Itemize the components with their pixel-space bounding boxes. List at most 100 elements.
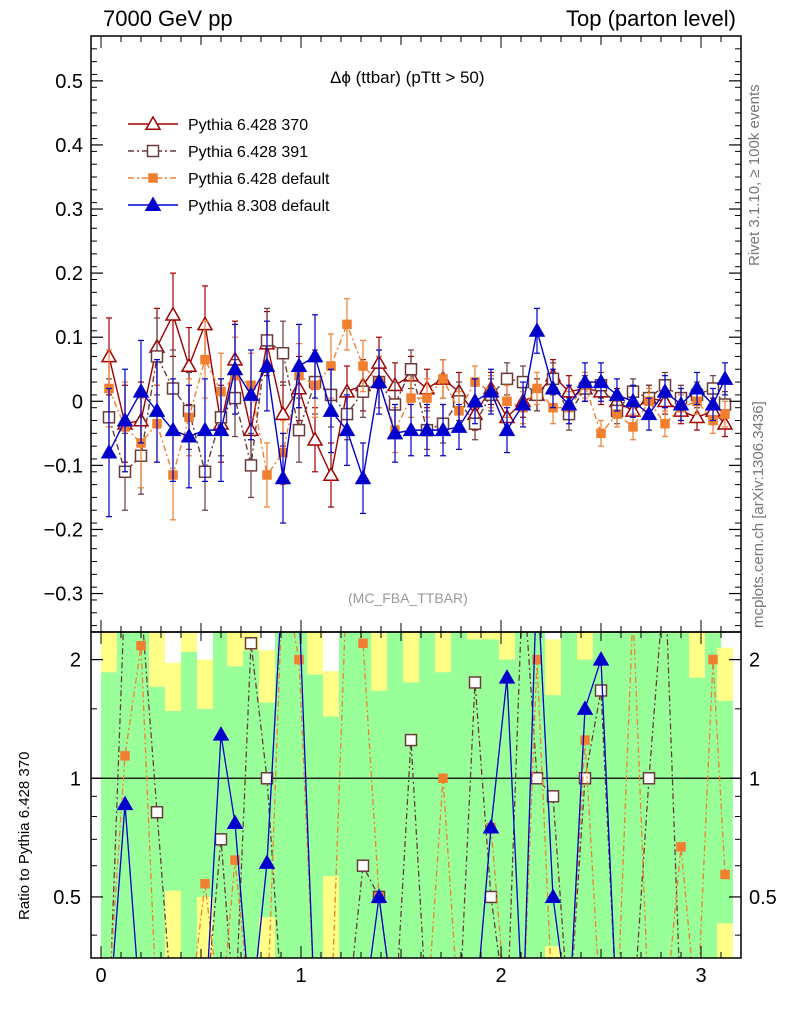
ratio-band-inner <box>117 632 133 958</box>
data-point <box>576 373 594 389</box>
ratio-point <box>244 637 258 650</box>
ratio-band-inner <box>307 674 323 958</box>
data-point <box>212 421 230 437</box>
ratio-band-inner <box>609 632 625 958</box>
legend-entry: Pythia 6.428 default <box>128 171 330 188</box>
y-tick-label: −0.2 <box>44 519 83 541</box>
legend-entry: Pythia 8.308 default <box>128 196 330 215</box>
header-left: 7000 GeV pp <box>103 6 233 31</box>
ratio-band-inner <box>593 633 609 958</box>
ratio-point <box>230 855 240 865</box>
y-tick-label: −0.3 <box>44 584 83 606</box>
ratio-series-2 <box>112 632 615 958</box>
data-point <box>422 393 432 403</box>
ratio-ylabel: Ratio to Pythia 6.428 370 <box>16 751 33 920</box>
data-point <box>628 422 638 432</box>
data-point <box>514 395 532 411</box>
ratio-band-inner <box>545 695 561 947</box>
main-series-layer <box>100 272 734 524</box>
ratio-band-inner <box>561 632 577 958</box>
legend-entry: Pythia 6.428 391 <box>128 144 308 161</box>
data-point <box>482 383 500 398</box>
ratio-point <box>438 773 448 784</box>
x-tick-label: 3 <box>695 965 706 987</box>
data-point <box>322 466 340 481</box>
x-tick-label: 0 <box>95 965 106 987</box>
ratio-y-tick-label: 1 <box>70 768 81 790</box>
data-point <box>322 402 340 417</box>
data-point <box>640 405 658 421</box>
ratio-band-inner <box>641 632 657 958</box>
ratio-line <box>110 632 726 958</box>
ratio-point <box>576 700 594 715</box>
data-point <box>450 418 468 433</box>
ratio-point <box>200 879 210 889</box>
ratio-series-1 <box>110 632 730 958</box>
data-point <box>386 424 404 440</box>
legend-label: Pythia 6.428 default <box>188 171 330 188</box>
rivet-label: Rivet 3.1.10, ≥ 100k events <box>746 84 763 266</box>
ratio-point <box>708 654 718 665</box>
data-point <box>688 408 706 424</box>
ratio-band-inner <box>625 633 641 958</box>
ratio-frame <box>90 631 742 959</box>
ratio-y-tick-label-right: 1 <box>749 768 760 790</box>
chart-title: Δϕ (ttbar) (pTtt > 50) <box>330 68 485 87</box>
ratio-point <box>150 805 164 819</box>
ratio-point <box>578 772 592 785</box>
data-point <box>466 392 484 408</box>
ratio-point <box>120 751 130 761</box>
data-point <box>148 402 166 417</box>
data-point <box>370 373 388 389</box>
ratio-band-inner <box>197 708 213 897</box>
legend-marker <box>144 196 162 211</box>
ratio-band-inner <box>101 672 117 958</box>
ratio-point <box>544 888 562 903</box>
data-point <box>498 421 516 437</box>
legend-label: Pythia 6.428 370 <box>188 117 308 134</box>
data-point <box>180 357 198 373</box>
ratio-y-tick-label: 0.5 <box>53 887 81 909</box>
ratio-band-inner <box>371 690 387 958</box>
series-line <box>108 330 726 479</box>
ratio-band-inner <box>467 639 483 958</box>
data-point <box>656 383 674 398</box>
header-right: Top (parton level) <box>566 6 736 31</box>
data-point <box>704 395 722 411</box>
data-point <box>274 405 292 421</box>
data-point <box>716 370 734 385</box>
data-point <box>500 372 514 386</box>
ratio-band-inner <box>165 710 181 891</box>
data-point <box>306 347 324 363</box>
y-tick-label: 0 <box>72 391 83 413</box>
legend-entry: Pythia 6.428 370 <box>128 115 308 134</box>
data-point <box>164 421 182 437</box>
ratio-plot-layer <box>91 632 741 958</box>
data-point <box>196 421 214 437</box>
ratio-point <box>260 772 274 785</box>
data-point <box>720 409 730 419</box>
ratio-band-inner <box>275 632 291 958</box>
data-point <box>290 357 308 373</box>
data-point <box>274 469 292 485</box>
mcplots-label: mcplots.cern.ch [arXiv:1306.3436] <box>750 401 767 628</box>
legend-marker <box>148 173 158 183</box>
ratio-band-inner <box>403 682 419 958</box>
axes-layer: −0.3 −0.2 −0.1 0 0.1 0.2 0.3 0.4 0.5 0 1 2 3 0.5 0.5 1 1… <box>44 35 777 987</box>
data-point <box>528 322 546 337</box>
ratio-point <box>226 814 244 830</box>
data-point <box>502 396 512 407</box>
ratio-point <box>482 819 500 834</box>
ratio-point <box>676 842 686 852</box>
ratio-band-inner <box>227 666 243 958</box>
data-point <box>116 412 134 427</box>
data-point <box>560 395 578 411</box>
ratio-point <box>530 772 544 785</box>
data-point <box>306 431 324 446</box>
ratio-point <box>356 859 370 872</box>
legend-marker <box>146 144 160 158</box>
data-point <box>242 386 260 401</box>
ratio-band-inner <box>577 659 593 958</box>
ratio-band-inner <box>339 632 355 958</box>
data-point <box>100 444 118 459</box>
